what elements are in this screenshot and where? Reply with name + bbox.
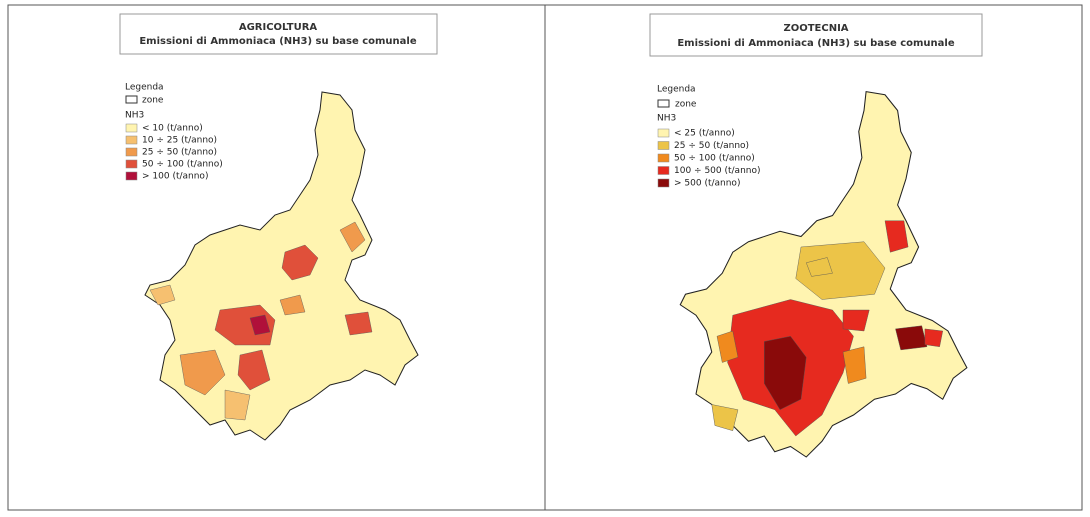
legend-label: zone <box>675 100 697 110</box>
zone-area <box>716 330 739 363</box>
legend-label: 25 ÷ 50 (t/anno) <box>674 141 749 151</box>
title-box <box>649 13 983 57</box>
panel-frame <box>544 4 1083 511</box>
panel: AGRICOLTURA Emissioni di Ammoniaca (NH3)… <box>119 13 438 441</box>
legend-variable: NH3 <box>125 111 144 121</box>
panel-title: ZOOTECNIA <box>783 23 848 34</box>
legend-title: Legenda <box>125 83 164 93</box>
legend-label: 50 ÷ 100 (t/anno) <box>674 154 755 164</box>
panel-subtitle: Emissioni di Ammoniaca (NH3) su base com… <box>139 36 417 47</box>
legend-label: 100 ÷ 500 (t/anno) <box>674 166 761 176</box>
zone-area <box>237 349 271 391</box>
legend-swatch <box>657 141 670 150</box>
legend-swatch <box>125 171 138 181</box>
zone-area <box>214 304 276 346</box>
legend-swatch <box>657 178 670 188</box>
zone-area <box>179 349 226 396</box>
legend-label: 25 ÷ 50 (t/anno) <box>142 148 217 158</box>
zone-area <box>281 244 319 281</box>
zone-area <box>344 311 373 336</box>
title-box <box>119 13 438 55</box>
panel-title: AGRICOLTURA <box>239 22 318 33</box>
map <box>679 91 968 458</box>
legend-label: 10 ÷ 25 (t/anno) <box>142 136 217 146</box>
legend-swatch <box>125 147 138 157</box>
panel-subtitle: Emissioni di Ammoniaca (NH3) su base com… <box>677 38 955 49</box>
map <box>144 91 419 441</box>
zone-area <box>842 309 870 332</box>
zone-area <box>224 389 251 421</box>
legend-title: Legenda <box>657 85 696 95</box>
legend-swatch <box>657 166 670 175</box>
zone-area <box>279 294 306 316</box>
legend-label: 50 ÷ 100 (t/anno) <box>142 160 223 170</box>
legend-label: > 500 (t/anno) <box>674 179 740 189</box>
legend-label: < 25 (t/anno) <box>674 129 735 139</box>
zone-area <box>924 328 944 347</box>
legend-swatch <box>657 128 670 138</box>
legend-label: < 10 (t/anno) <box>142 124 203 134</box>
legend-label: zone <box>142 96 164 106</box>
legend-variable: NH3 <box>657 114 676 124</box>
zone-area <box>711 404 739 432</box>
zone-area <box>842 346 867 384</box>
legend-swatch <box>125 159 138 169</box>
legend-swatch <box>125 135 138 145</box>
legend-label: > 100 (t/anno) <box>142 172 208 182</box>
zone-swatch <box>657 99 670 108</box>
legend-swatch <box>125 123 138 133</box>
panel: ZOOTECNIA Emissioni di Ammoniaca (NH3) s… <box>649 13 983 458</box>
zone-area <box>805 257 833 277</box>
zone-area <box>895 325 928 351</box>
zone-area <box>149 284 176 306</box>
zone-area <box>884 220 909 253</box>
zone-swatch <box>125 95 138 104</box>
zone-area <box>249 314 271 336</box>
legend-swatch <box>657 153 670 163</box>
zone-area <box>339 221 366 253</box>
zone-area <box>795 241 886 300</box>
zone-area <box>764 336 807 411</box>
